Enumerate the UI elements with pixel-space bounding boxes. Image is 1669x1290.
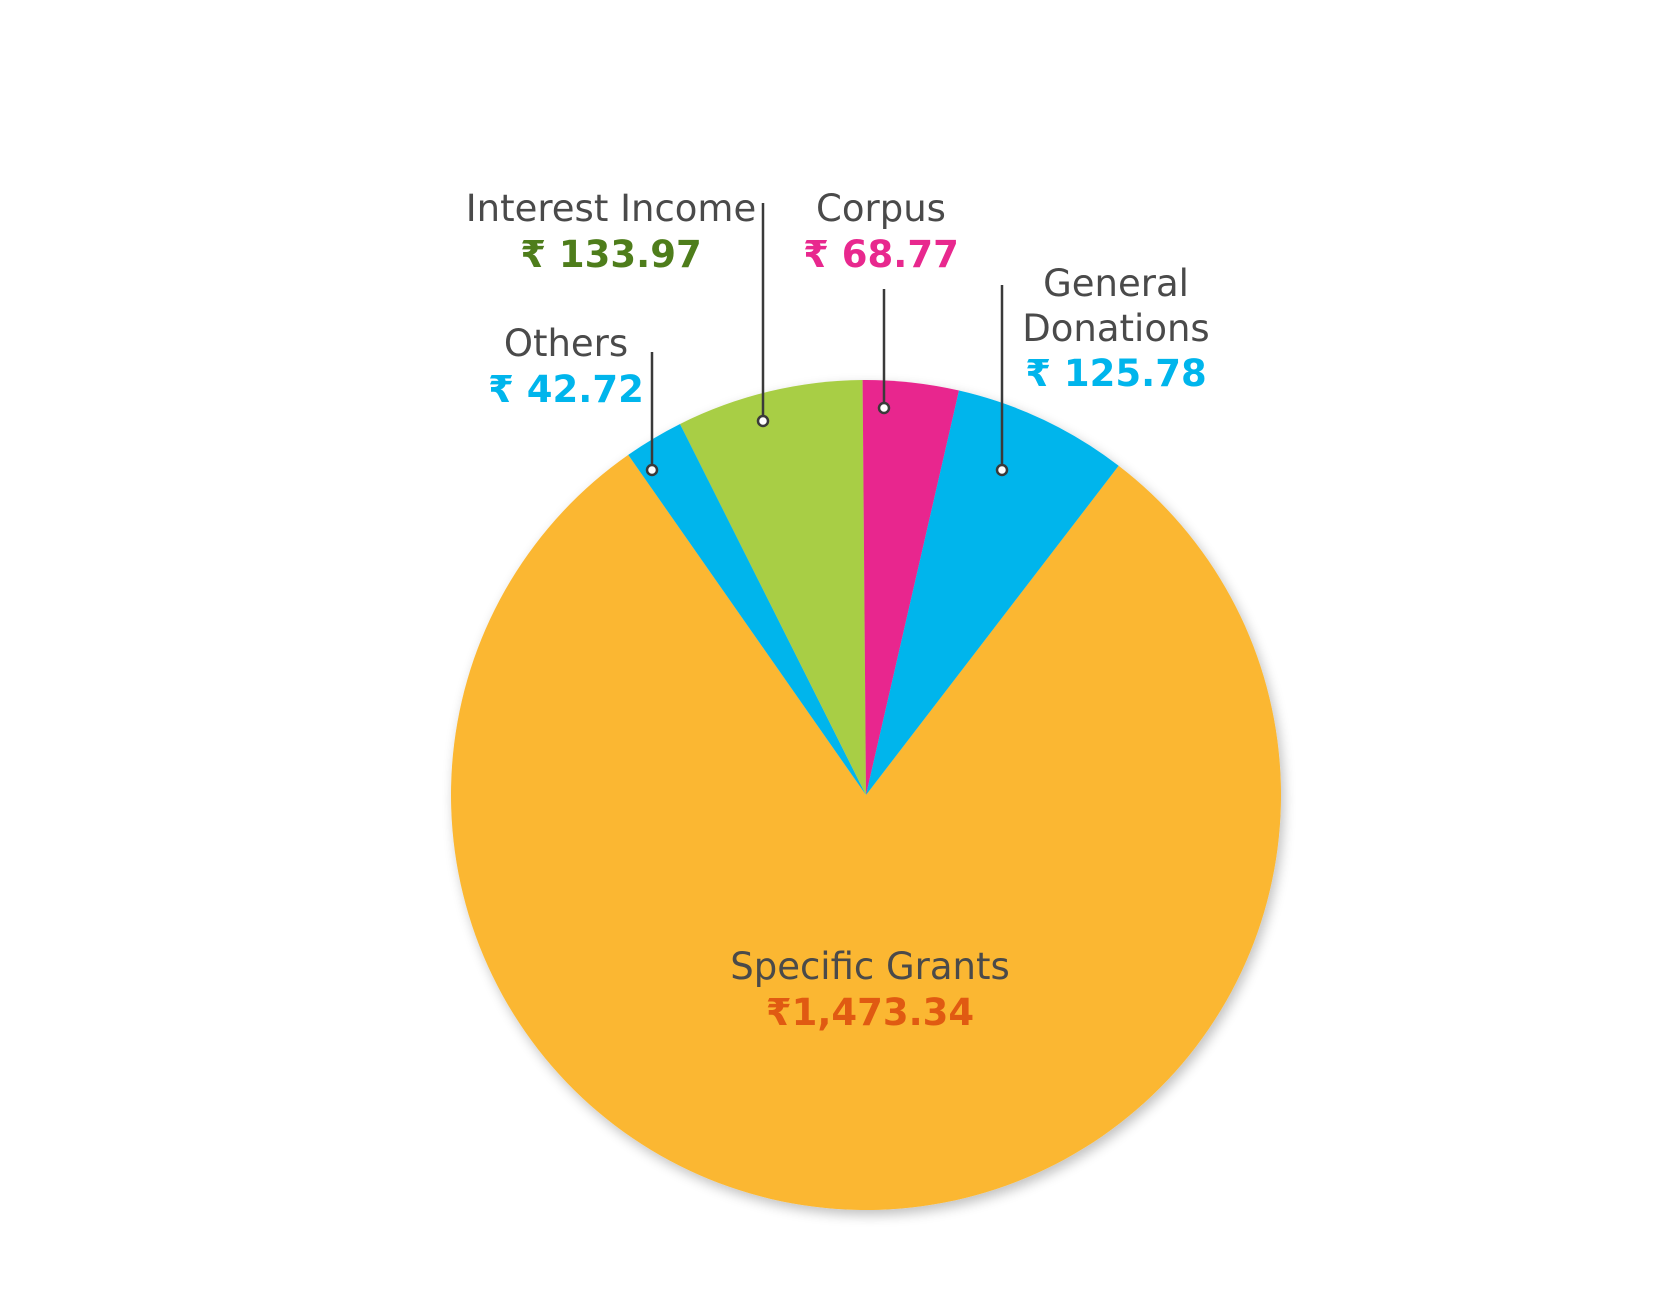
pie-labels: Specific Grants ₹1,473.34 Others ₹ 42.72… <box>466 187 1210 1034</box>
pie-slice-general-donations <box>866 390 1119 795</box>
slice-value-interest-income: ₹ 133.97 <box>520 233 701 276</box>
slice-value-others: ₹ 42.72 <box>488 368 644 411</box>
slice-label-interest-income: Interest Income <box>466 187 757 230</box>
leader-dot-others <box>645 463 659 477</box>
pie-slice-others <box>628 423 866 795</box>
pie-slice-interest-income <box>680 380 866 795</box>
pie-slices <box>450 380 1281 1211</box>
general-donations-label-line: Donations <box>1022 307 1209 350</box>
slice-value-corpus: ₹ 68.77 <box>803 233 959 276</box>
slice-value-specific-grants: ₹1,473.34 <box>766 991 974 1034</box>
slice-value-general-donations: ₹ 125.78 <box>1025 352 1206 395</box>
leader-dot-interest-income <box>756 414 770 428</box>
slice-label-corpus: Corpus <box>816 187 946 230</box>
slice-label-others: Others <box>504 322 628 365</box>
leader-dot-corpus <box>877 401 891 415</box>
slice-label-specific-grants: Specific Grants <box>730 945 1010 988</box>
slice-label-general-donations: General Donations <box>1022 262 1209 350</box>
pie-slice-corpus <box>862 380 960 795</box>
leader-dot-general-donations <box>995 463 1009 477</box>
general-donations-label-line: General <box>1043 262 1189 305</box>
pie-slice-specific-grants <box>450 454 1281 1211</box>
